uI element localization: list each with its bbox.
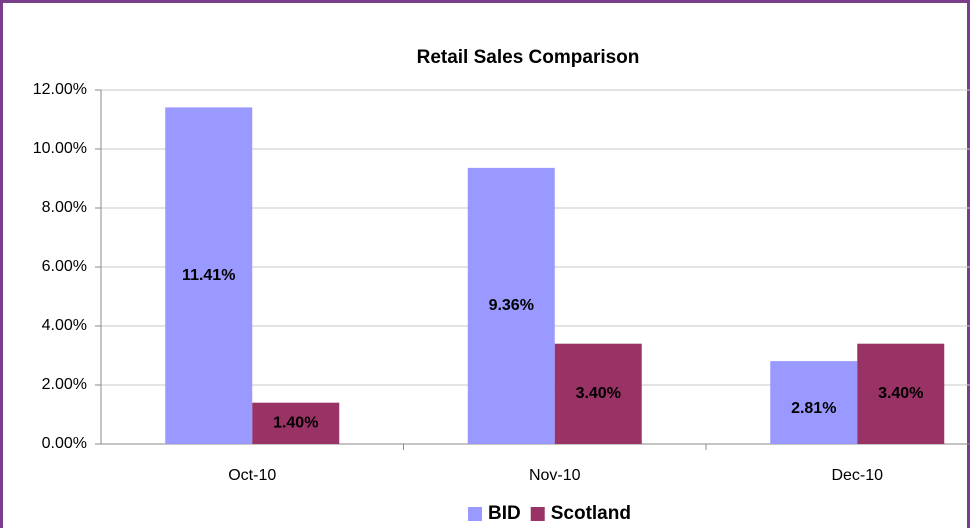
- data-label: 11.41%: [182, 267, 235, 284]
- legend-swatch: [468, 507, 482, 521]
- data-label: 9.36%: [489, 297, 534, 314]
- y-tick-label: 2.00%: [42, 376, 87, 393]
- legend-label: BID: [488, 503, 521, 524]
- chart-title: Retail Sales Comparison: [417, 47, 640, 68]
- bar: [554, 343, 642, 444]
- data-label: 1.40%: [273, 415, 318, 432]
- y-tick-label: 4.00%: [42, 317, 87, 334]
- legend-label: Scotland: [551, 503, 631, 524]
- y-tick-label: 8.00%: [42, 199, 87, 216]
- data-label: 3.40%: [878, 385, 923, 402]
- y-tick-label: 0.00%: [42, 435, 87, 452]
- x-tick-label: Nov-10: [529, 467, 581, 484]
- x-tick-label: Dec-10: [831, 467, 883, 484]
- x-tick-label: Oct-10: [228, 467, 276, 484]
- data-label: 3.40%: [576, 385, 621, 402]
- bar: [165, 107, 253, 444]
- legend-swatch: [530, 507, 545, 521]
- bar: [770, 361, 858, 444]
- y-tick-label: 10.00%: [33, 140, 87, 157]
- y-tick-label: 12.00%: [33, 81, 87, 98]
- bar: [467, 167, 555, 444]
- bar: [252, 402, 340, 444]
- bar: [857, 343, 945, 444]
- data-label: 2.81%: [791, 400, 836, 417]
- y-tick-label: 6.00%: [42, 258, 87, 275]
